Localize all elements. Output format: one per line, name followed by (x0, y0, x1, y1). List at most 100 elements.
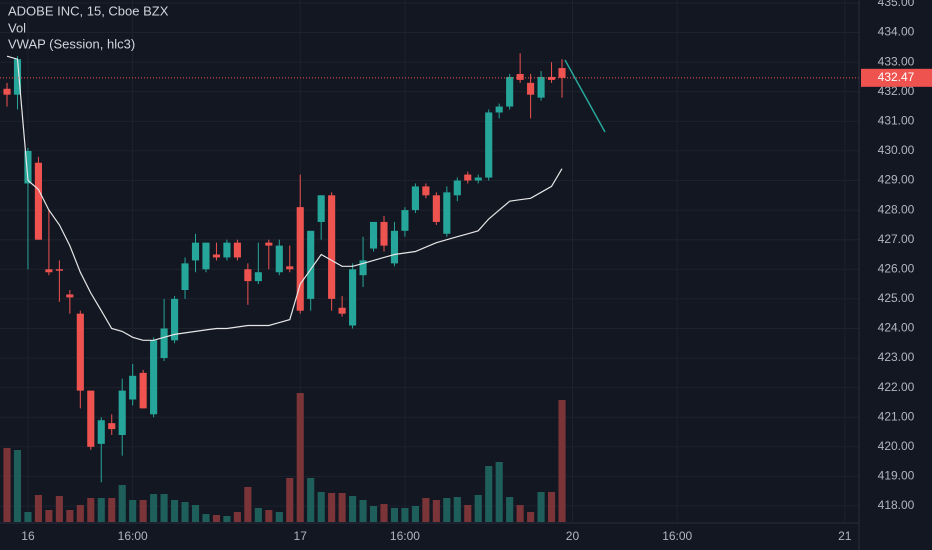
candle-body (265, 242, 273, 246)
candle-body (422, 186, 430, 196)
y-tick-label: 422.00 (878, 380, 915, 394)
volume-bar (432, 500, 440, 522)
last-price-badge (861, 68, 932, 87)
volume-bar (506, 497, 514, 522)
candle-body (45, 269, 53, 273)
candle-body (3, 88, 11, 95)
candle-body (317, 195, 325, 222)
candle-body (369, 221, 378, 249)
volume-bar (286, 478, 294, 522)
x-tick-label: 20 (566, 529, 580, 543)
volume-bar (97, 498, 105, 522)
x-tick-label: 16:00 (662, 529, 692, 543)
volume-bar (307, 478, 315, 522)
candle-body (506, 76, 514, 107)
volume-bar (422, 498, 430, 522)
y-tick-label: 435.00 (878, 0, 915, 9)
candle-body (171, 298, 179, 341)
volume-bar (453, 497, 461, 522)
y-tick-label: 433.00 (878, 54, 915, 68)
y-tick-label: 419.00 (878, 469, 915, 483)
volume-bar (296, 393, 304, 522)
x-tick-label: 16 (21, 529, 35, 543)
volume-bar (181, 502, 189, 522)
candle-body (286, 266, 294, 270)
candle-body (359, 260, 367, 276)
volume-bar (464, 505, 472, 522)
candle-body (87, 390, 95, 447)
candle-body (97, 420, 105, 444)
y-tick-label: 431.00 (878, 113, 915, 127)
candle-body (150, 340, 158, 415)
y-tick-label: 426.00 (878, 261, 915, 275)
candle-body (328, 195, 336, 299)
volume-bar (150, 494, 158, 522)
candle-body (390, 230, 399, 264)
axes: 418.00 419.00 420.00 421.00 422.00 423.00 424.… (21, 0, 932, 543)
grid (0, 0, 859, 522)
volume-bar (401, 508, 409, 522)
candle-body (244, 269, 252, 282)
volume-bar (244, 487, 252, 522)
candle-body (76, 313, 84, 391)
y-tick-label: 421.00 (878, 409, 915, 423)
volume-bar (558, 400, 566, 522)
candle-body (13, 59, 22, 95)
candle-body (129, 375, 137, 400)
volume-bar (233, 512, 241, 522)
volume-bar (338, 493, 346, 522)
volume-bar (76, 505, 84, 522)
volume-bar (129, 500, 137, 522)
candle-body (516, 73, 524, 80)
volume-bar (191, 505, 200, 522)
volume-bar (118, 485, 126, 522)
candle-body (202, 242, 210, 270)
candle-body (160, 328, 168, 359)
volume-bar (160, 494, 168, 522)
candle-body (139, 372, 147, 409)
volume-bar (443, 498, 451, 522)
candle-body (34, 162, 42, 240)
volume-pane (3, 393, 566, 522)
trend-line-drawing (564, 59, 606, 133)
vwap-line (6, 55, 563, 341)
candle-body (307, 230, 315, 299)
last-price-label: 432.47 (878, 70, 915, 84)
volume-bar (369, 506, 378, 522)
volume-bar (265, 510, 273, 522)
volume-bar (349, 496, 357, 522)
candle-body (443, 192, 451, 234)
volume-bar (24, 512, 32, 522)
candle-body (547, 76, 556, 80)
y-tick-label: 420.00 (878, 439, 915, 453)
candle-body (464, 174, 472, 181)
volume-bar (202, 514, 210, 522)
candle-body (24, 150, 32, 184)
candle-body (254, 272, 262, 282)
y-tick-label: 428.00 (878, 202, 915, 216)
candle-body (233, 242, 241, 258)
volume-bar (516, 505, 524, 522)
y-tick-label: 427.00 (878, 232, 915, 246)
x-tick-label: 17 (294, 529, 308, 543)
volume-bar (495, 462, 503, 522)
candle-body (118, 390, 126, 435)
y-tick-label: 423.00 (878, 350, 915, 364)
candle-body (338, 307, 346, 314)
volume-bar (474, 495, 482, 522)
candle-body (432, 195, 440, 222)
candle-body (537, 76, 545, 98)
candle-body (55, 269, 63, 271)
volume-bar (212, 515, 221, 522)
y-tick-label: 430.00 (878, 143, 915, 157)
volume-bar (108, 498, 116, 522)
candle-body (485, 112, 493, 178)
candle-body (212, 254, 221, 258)
candle-body (380, 221, 388, 246)
volume-bar (359, 500, 367, 522)
x-tick-label: 21 (838, 529, 852, 543)
volume-bar (254, 508, 262, 522)
volume-bar (66, 510, 74, 522)
vwap-legend: VWAP (Session, hlc3) (8, 37, 135, 52)
